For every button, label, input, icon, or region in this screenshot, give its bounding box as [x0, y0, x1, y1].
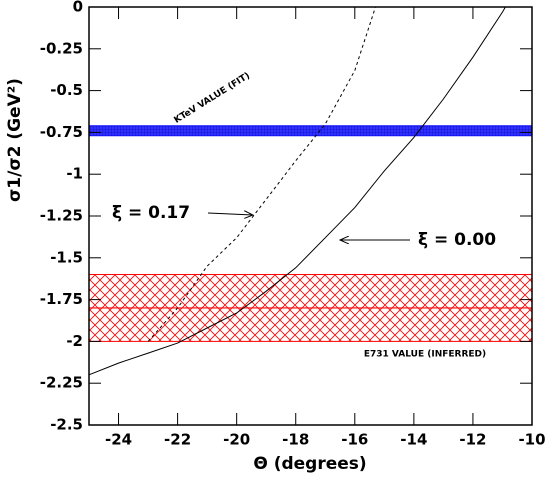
annotation: ξ = 0.00 [418, 230, 496, 250]
y-tick-label: -1.5 [50, 248, 83, 266]
y-tick-label: -1.25 [40, 207, 83, 225]
arrow [207, 213, 253, 215]
y-tick-label: -2 [66, 332, 83, 350]
y-tick-label: -1.75 [40, 290, 83, 308]
x-tick-label: -22 [164, 431, 191, 449]
x-tick-label: -16 [341, 431, 368, 449]
x-tick-label: -14 [400, 431, 427, 449]
x-tick-label: -24 [105, 431, 132, 449]
line [88, 6, 506, 376]
x-tick-label: -20 [223, 431, 250, 449]
x-tick-label: -10 [518, 431, 545, 449]
x-axis-label: Θ (degrees) [253, 454, 366, 474]
y-tick-label: -0.25 [40, 39, 83, 57]
annotation: E731 VALUE (INFERRED) [364, 350, 486, 360]
annotation: KTeV VALUE (FIT) [173, 71, 252, 126]
annotation: ξ = 0.17 [112, 203, 190, 223]
y-tick-label: -0.5 [50, 81, 83, 99]
y-tick-label: 0 [73, 0, 83, 16]
band [88, 125, 533, 137]
line [147, 6, 376, 342]
x-tick-label: -12 [459, 431, 486, 449]
y-tick-label: -2.25 [40, 374, 83, 392]
x-tick-label: -18 [282, 431, 309, 449]
y-axis-label: σ1/σ2 (GeV²) [5, 78, 25, 202]
y-tick-label: -0.75 [40, 123, 83, 141]
y-tick-label: -1 [66, 165, 83, 183]
y-tick-label: -2.5 [50, 416, 83, 434]
